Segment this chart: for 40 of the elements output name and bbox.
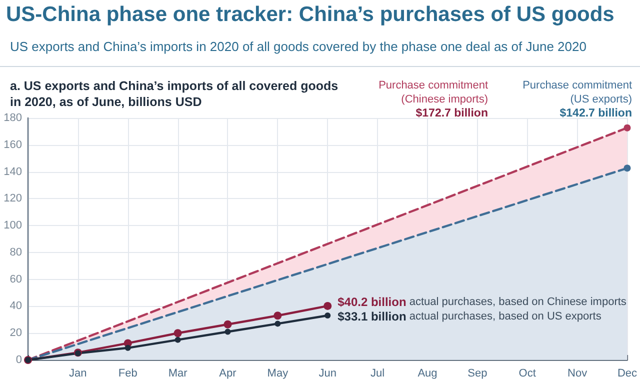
point xyxy=(174,336,181,343)
point xyxy=(274,312,282,320)
x-tick-label: Jul xyxy=(370,368,385,380)
y-tick-label: 180 xyxy=(4,112,22,124)
point xyxy=(274,320,281,327)
x-tick-label: Sep xyxy=(468,368,488,380)
text: a. US exports and China’s imports of all covered goods in 2020, as of June, billions USD xyxy=(10,79,338,109)
y-tick-label: 160 xyxy=(4,138,22,151)
point xyxy=(324,312,331,318)
x-tick-label: Mar xyxy=(168,368,188,380)
x-tick-label: Jan xyxy=(69,368,87,380)
point xyxy=(624,124,631,132)
annotation: Purchase commitment (Chinese imports) $172.7 billion xyxy=(378,80,488,120)
y-tick-label: 0 xyxy=(16,354,22,366)
y-tick-label: 120 xyxy=(4,192,22,205)
y-tick-label: 140 xyxy=(4,166,22,178)
chart-title: US-China phase one tracker: China’s purchases of US goods xyxy=(6,3,614,26)
y-tick-label: 60 xyxy=(10,273,22,286)
x-tick-label: Jun xyxy=(318,368,336,380)
point xyxy=(224,328,231,335)
x-tick-label: Nov xyxy=(568,368,588,380)
y-tick-label: 40 xyxy=(10,300,22,312)
annotation: $33.1 billion actual purchases, based on US exports xyxy=(338,310,602,324)
annotation: $40.2 billion actual purchases, based on Chinese imports xyxy=(338,294,627,309)
y-tick-label: 20 xyxy=(10,327,22,340)
point xyxy=(224,320,232,328)
y-tick-label: 80 xyxy=(10,246,22,258)
chart-subtitle: US exports and China’s imports in 2020 of all goods covered by the phase one deal as of June 2020 xyxy=(10,39,586,54)
point xyxy=(124,344,131,351)
x-tick-label: Apr xyxy=(219,368,237,380)
x-tick-label: Oct xyxy=(518,368,536,380)
x-tick-label: Dec xyxy=(617,368,638,380)
point xyxy=(174,329,182,338)
x-tick-label: Feb xyxy=(118,368,138,380)
point xyxy=(324,302,332,310)
annotation: Purchase commitment (US exports) $142.7 billion xyxy=(522,80,632,120)
point xyxy=(624,164,631,172)
y-tick-label: 100 xyxy=(4,220,22,232)
x-tick-label: May xyxy=(267,368,289,380)
x-tick-label: Aug xyxy=(418,368,438,380)
